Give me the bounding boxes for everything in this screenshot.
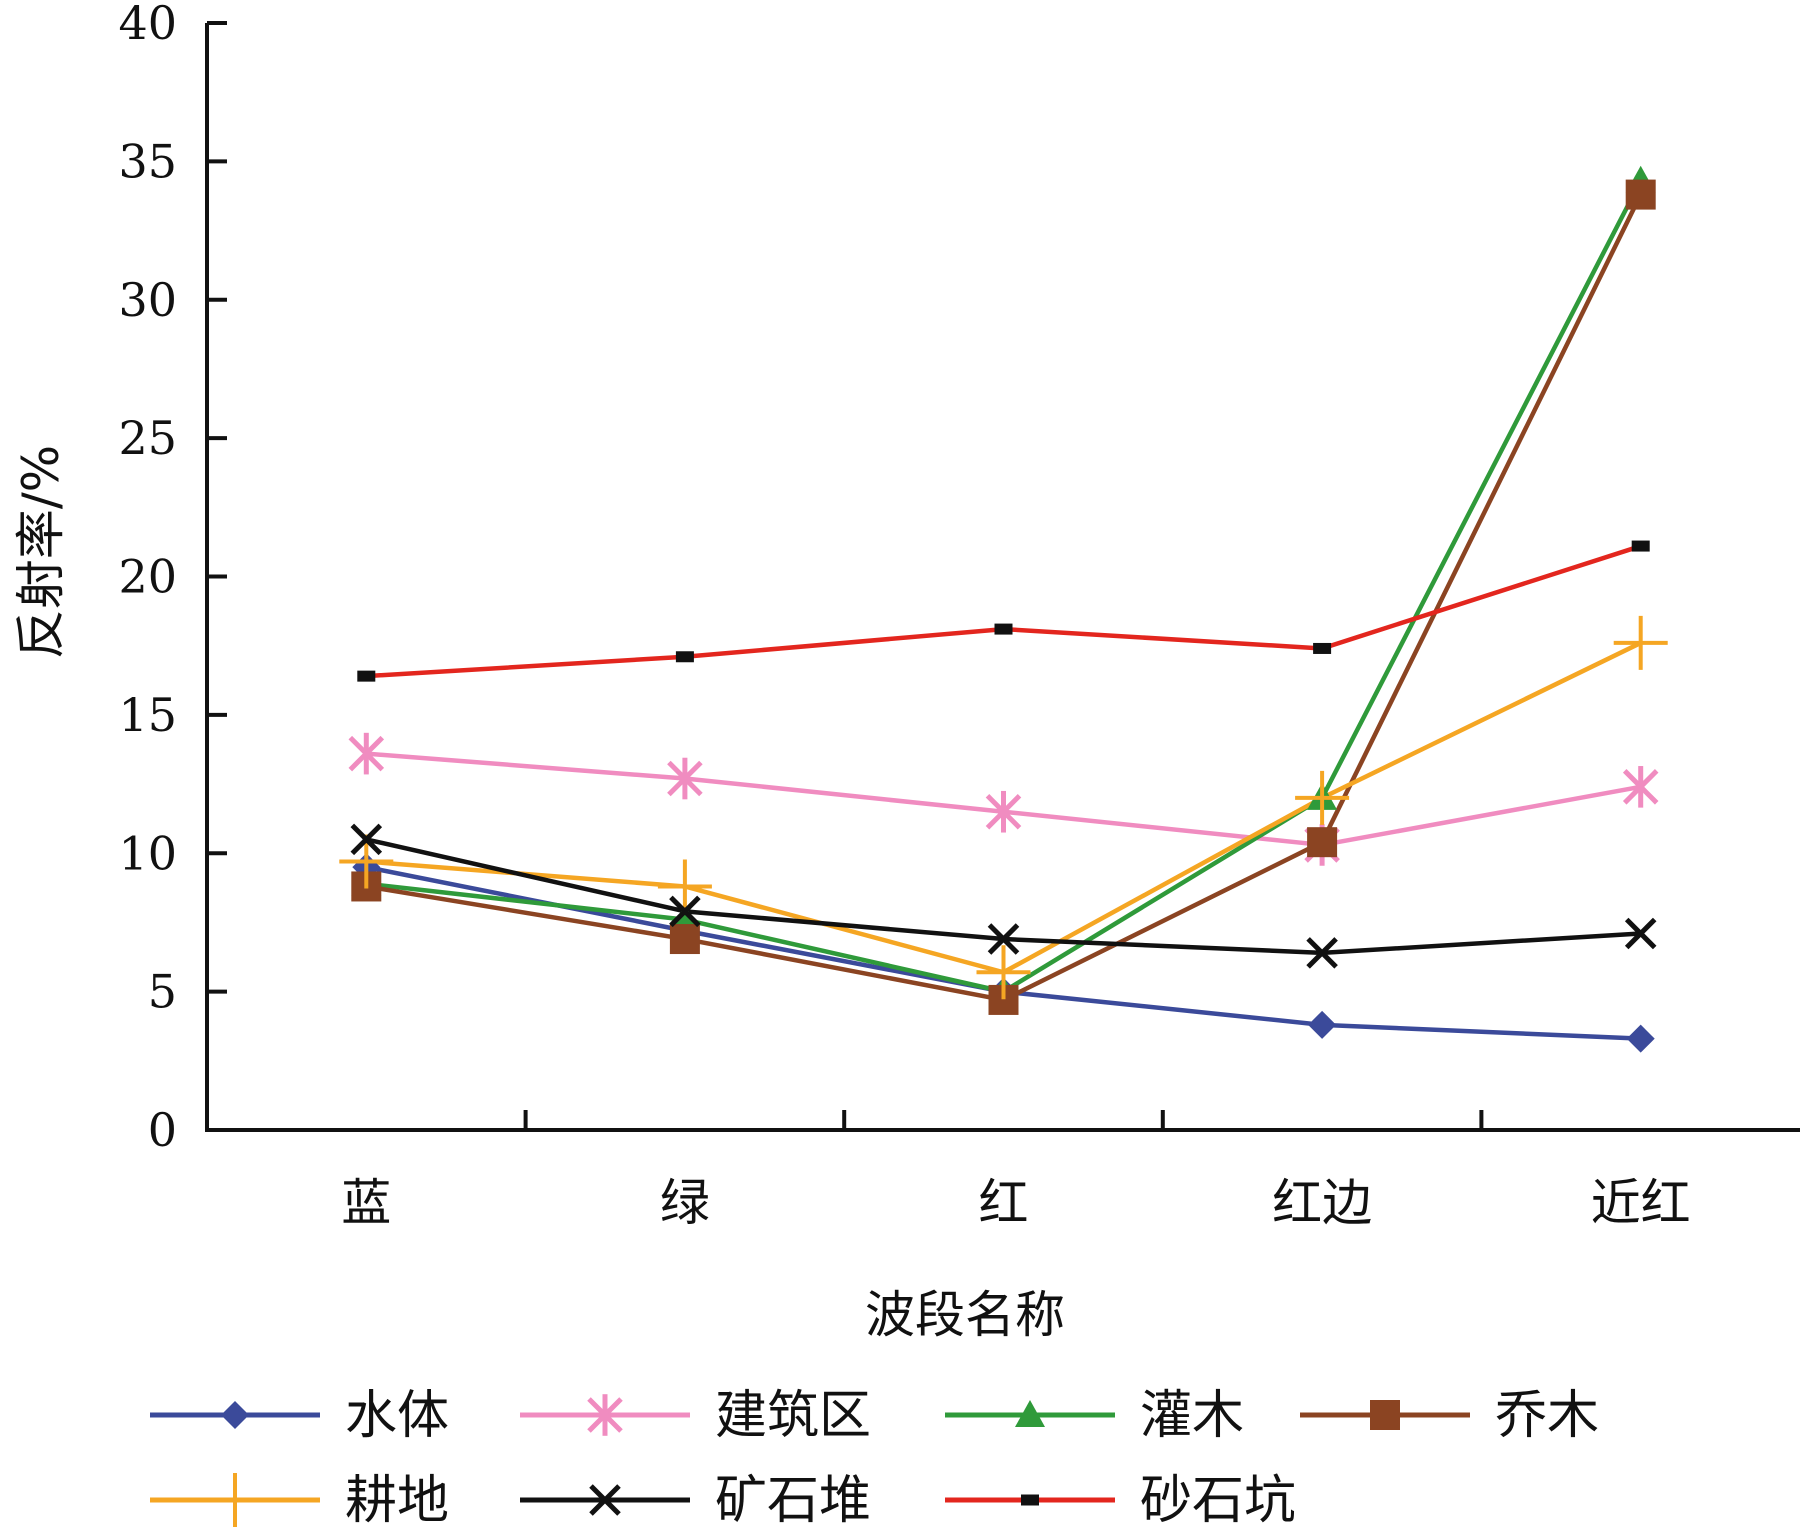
data-point-asterisk bbox=[667, 757, 703, 800]
y-tick-label: 30 bbox=[118, 273, 177, 327]
data-point-plus bbox=[976, 945, 1031, 1000]
data-point-x bbox=[987, 923, 1020, 955]
data-point-x bbox=[589, 1484, 621, 1516]
y-tick-label: 20 bbox=[118, 550, 177, 604]
series-markers-6 bbox=[357, 540, 1650, 682]
data-point-diamond bbox=[1308, 1010, 1337, 1039]
y-tick-label: 35 bbox=[118, 134, 177, 188]
x-axis-label: 波段名称 bbox=[865, 1286, 1065, 1344]
data-point-square bbox=[1370, 1400, 1400, 1430]
x-tick-label: 绿 bbox=[660, 1174, 710, 1232]
series-line bbox=[365, 193, 1643, 1003]
data-point-dash bbox=[1631, 540, 1650, 552]
series-markers-3 bbox=[351, 179, 1656, 1015]
x-tick-label: 近红 bbox=[1591, 1174, 1691, 1232]
legend-item: 砂石坑 bbox=[945, 1471, 1296, 1531]
legend-label: 建筑区 bbox=[715, 1386, 871, 1446]
x-tick-label: 蓝 bbox=[341, 1174, 391, 1232]
data-point-x bbox=[1306, 937, 1338, 969]
y-tick-label: 15 bbox=[118, 688, 177, 742]
data-point-asterisk bbox=[348, 732, 385, 775]
data-point-asterisk bbox=[1622, 766, 1659, 808]
data-point-dash bbox=[357, 670, 376, 682]
y-axis-label: 反射率/% bbox=[12, 445, 70, 659]
series-line bbox=[366, 543, 1642, 679]
x-tick-label: 红 bbox=[979, 1174, 1029, 1232]
legend-label: 耕地 bbox=[345, 1471, 449, 1531]
series-layer bbox=[339, 165, 1668, 1053]
data-point-triangle bbox=[1015, 1400, 1045, 1427]
legend-label: 矿石堆 bbox=[715, 1471, 871, 1531]
legend-label: 水体 bbox=[345, 1386, 449, 1446]
data-point-diamond bbox=[221, 1401, 249, 1429]
legend-item: 灌木 bbox=[945, 1386, 1244, 1446]
data-point-dash bbox=[1021, 1494, 1039, 1506]
series-3 bbox=[365, 193, 1643, 1003]
legend-item: 乔木 bbox=[1300, 1386, 1599, 1446]
axes: 0 5 10 15 20 25 30 35 40 蓝 绿 红 红边 近红 bbox=[118, 0, 1800, 1232]
series-markers-5 bbox=[350, 823, 1657, 969]
data-point-x bbox=[669, 895, 701, 928]
data-point-plus bbox=[1295, 770, 1350, 825]
data-point-x bbox=[1624, 917, 1657, 950]
series-markers-4 bbox=[339, 615, 1668, 1000]
y-tick-label: 10 bbox=[118, 826, 177, 880]
legend-label: 灌木 bbox=[1140, 1386, 1244, 1446]
data-point-plus bbox=[657, 859, 712, 914]
data-point-plus bbox=[339, 834, 394, 889]
data-point-dash bbox=[994, 623, 1013, 635]
data-point-dash bbox=[1313, 642, 1332, 654]
data-point-asterisk bbox=[985, 790, 1022, 833]
data-point-plus bbox=[1613, 615, 1668, 670]
y-tick-label: 0 bbox=[148, 1103, 177, 1157]
y-tick-label: 40 bbox=[118, 0, 177, 50]
series-6 bbox=[366, 543, 1642, 679]
data-point-dash bbox=[675, 651, 694, 663]
x-tick-label: 红边 bbox=[1272, 1174, 1372, 1232]
legend-item: 建筑区 bbox=[520, 1386, 871, 1446]
data-point-square bbox=[1625, 179, 1656, 210]
data-point-plus bbox=[208, 1473, 262, 1527]
legend-item: 矿石堆 bbox=[520, 1471, 871, 1531]
legend-label: 砂石坑 bbox=[1140, 1471, 1296, 1531]
data-point-square bbox=[1307, 827, 1338, 858]
y-tick-label: 5 bbox=[148, 965, 177, 1019]
data-point-square bbox=[669, 924, 700, 955]
data-point-x bbox=[350, 823, 383, 856]
y-tick-label: 25 bbox=[118, 411, 177, 465]
legend-label: 乔木 bbox=[1495, 1386, 1599, 1446]
data-point-diamond bbox=[1626, 1024, 1655, 1053]
legend-item: 水体 bbox=[150, 1386, 449, 1446]
legend-item: 耕地 bbox=[150, 1471, 449, 1531]
data-point-asterisk bbox=[587, 1394, 623, 1436]
series-markers-1 bbox=[348, 732, 1659, 866]
